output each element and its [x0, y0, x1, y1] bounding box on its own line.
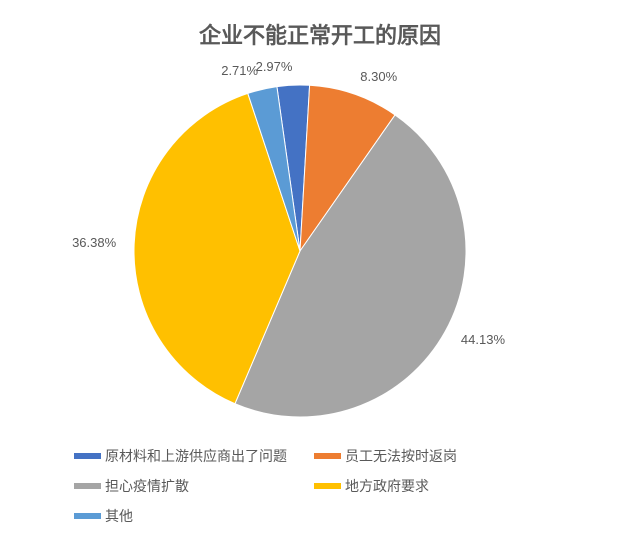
pie-slice-label: 36.38%	[66, 235, 116, 250]
legend-item: 地方政府要求	[314, 476, 554, 496]
legend-item: 原材料和上游供应商出了问题	[74, 446, 314, 466]
chart-legend: 原材料和上游供应商出了问题 员工无法按时返岗担心疫情扩散 地方政府要求其他	[74, 446, 574, 526]
pie-slice-label: 44.13%	[461, 332, 505, 347]
legend-label: 员工无法按时返岗	[345, 446, 457, 466]
pie-chart	[134, 85, 466, 417]
legend-label: 其他	[105, 506, 133, 526]
pie-slice-label: 8.30%	[360, 69, 397, 84]
legend-swatch	[74, 513, 101, 519]
chart-title: 企业不能正常开工的原因	[0, 18, 640, 50]
pie-chart-container: 企业不能正常开工的原因 原材料和上游供应商出了问题 员工无法按时返岗担心疫情扩散 地…	[0, 0, 640, 546]
pie-slice-label: 2.71%	[208, 63, 258, 78]
legend-item: 其他	[74, 506, 314, 526]
legend-swatch	[74, 453, 101, 459]
legend-swatch	[314, 483, 341, 489]
legend-swatch	[314, 453, 341, 459]
legend-item: 员工无法按时返岗	[314, 446, 554, 466]
legend-label: 地方政府要求	[345, 476, 429, 496]
legend-label: 原材料和上游供应商出了问题	[105, 446, 287, 466]
legend-item: 担心疫情扩散	[74, 476, 314, 496]
legend-label: 担心疫情扩散	[105, 476, 189, 496]
legend-swatch	[74, 483, 101, 489]
